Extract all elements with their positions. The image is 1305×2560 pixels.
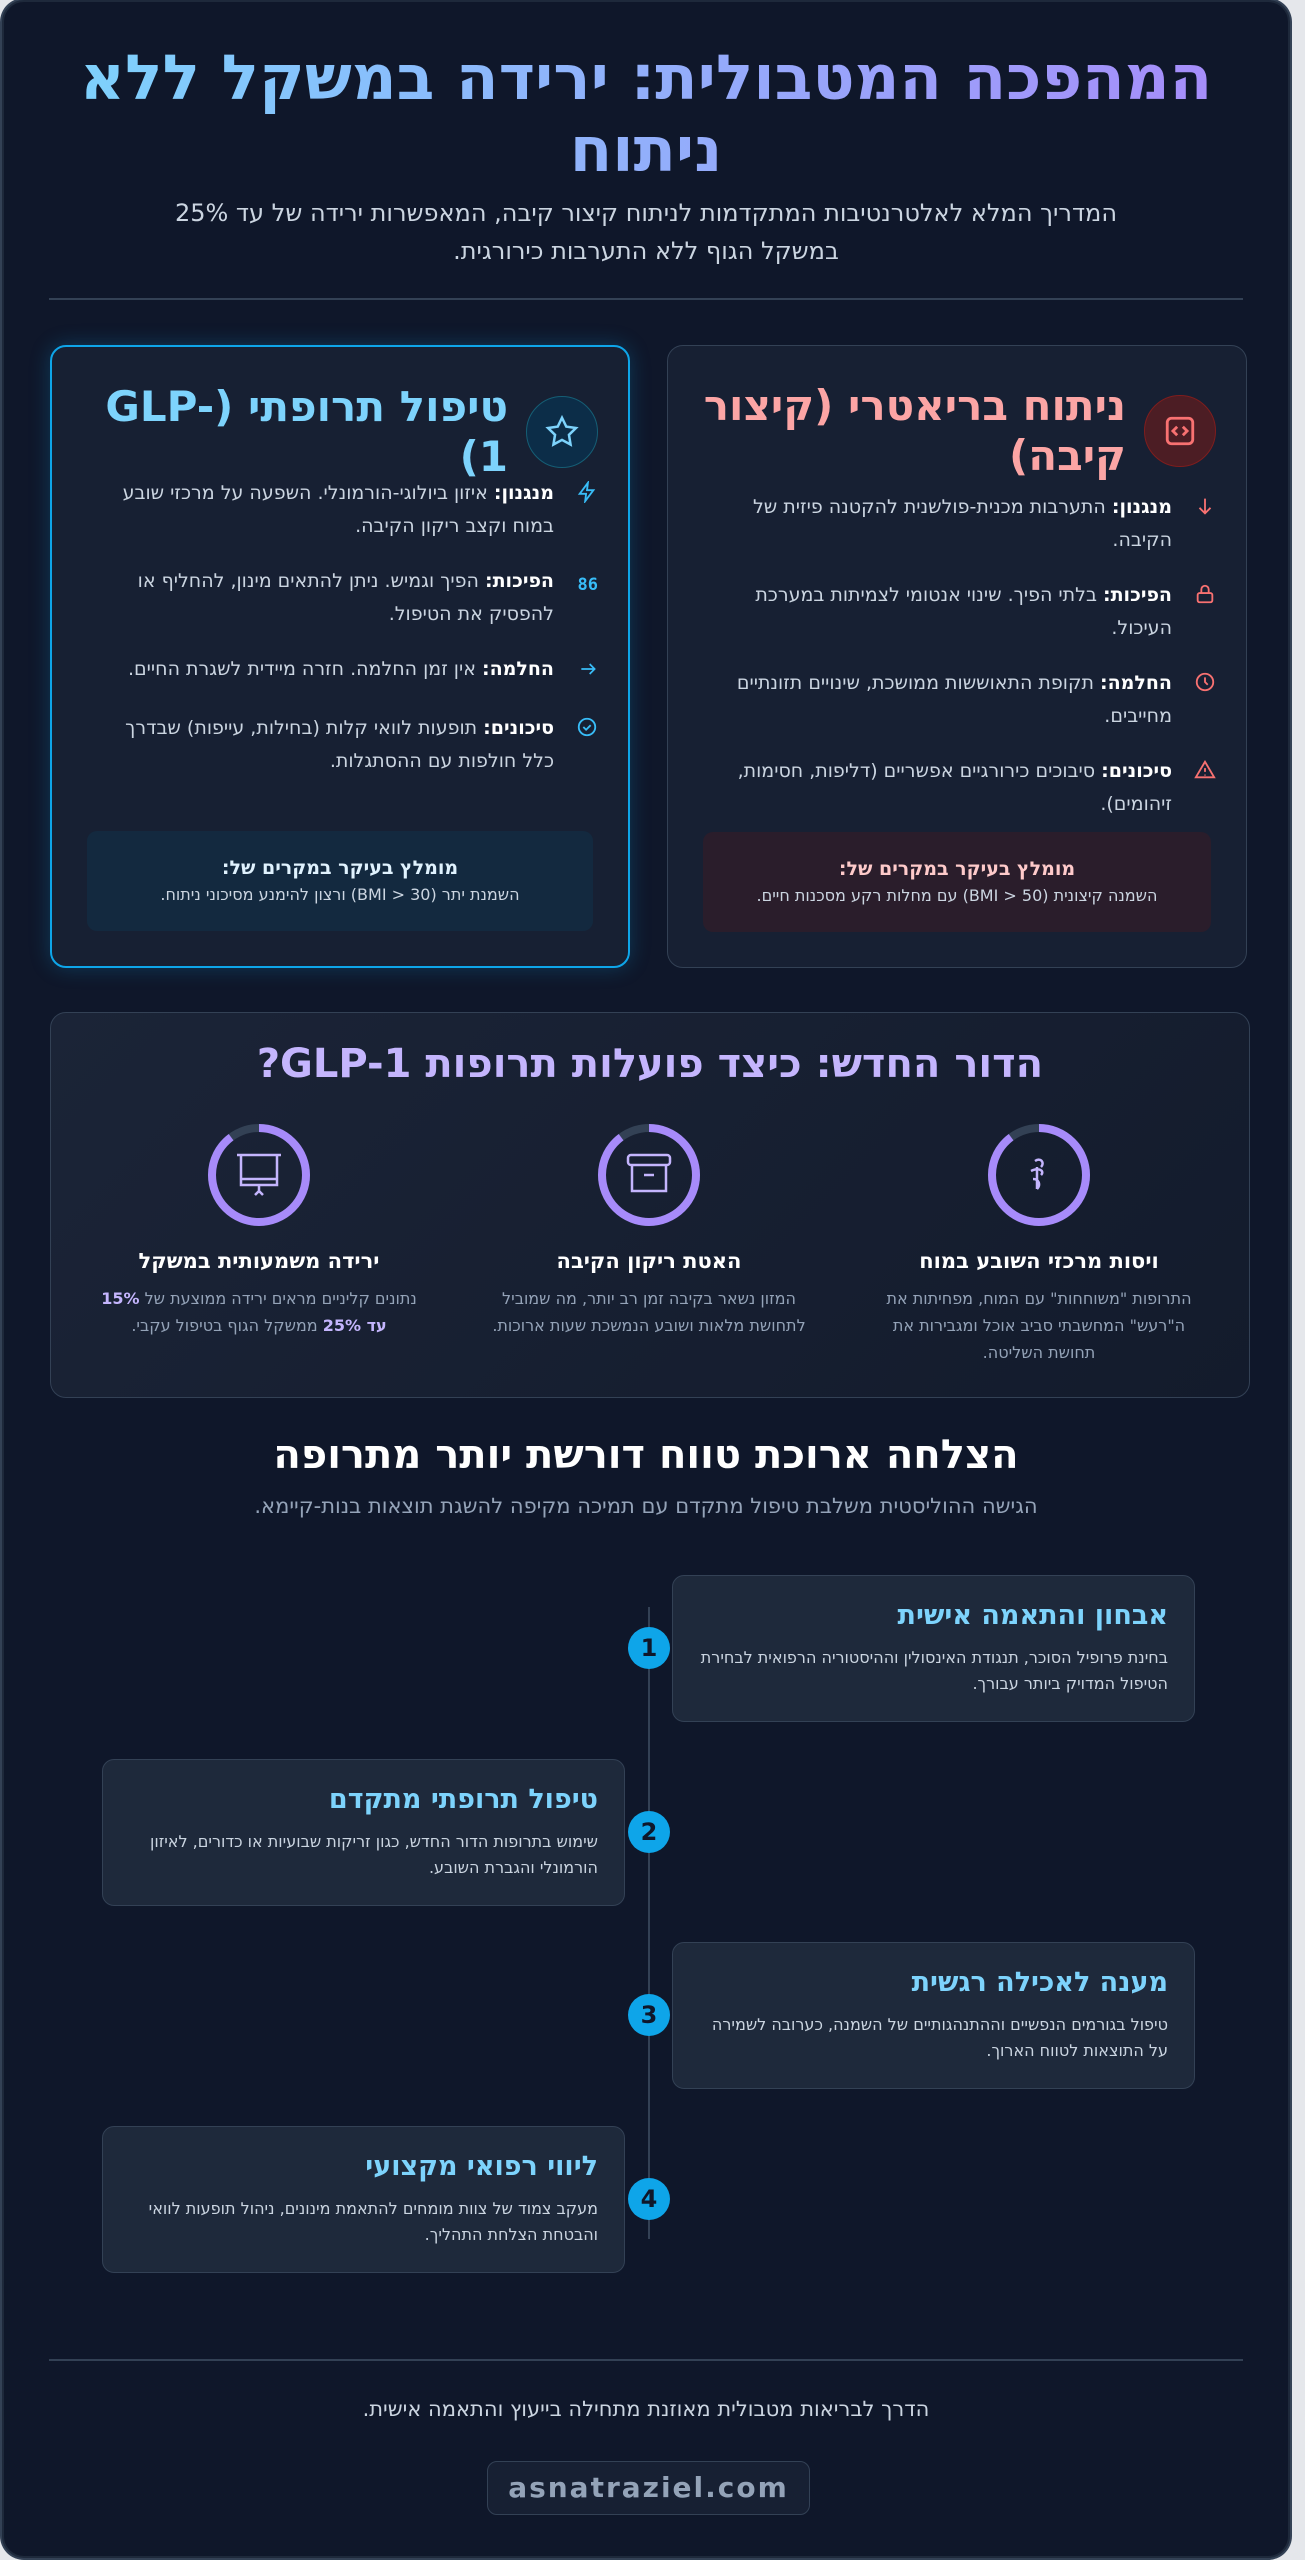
footer-divider [49, 2359, 1243, 2361]
footer-text: הדרך לבריאות מטבולית מאוזנת מתחילה בייעו… [362, 2397, 930, 2421]
step-number: 4 [628, 2178, 670, 2220]
program-title: הצלחה ארוכת טווח דורשת יותר מתרופה [273, 1432, 1019, 1478]
lock-icon [1190, 579, 1216, 645]
mechanism-item: ירידה משמעותית במשקל נתונים קליניים מראי… [89, 1123, 429, 1339]
brain-icon [987, 1123, 1091, 1227]
glp-item: מנגנון: איזון ביולוגי-הורמונלי. השפעה על… [107, 477, 598, 543]
mechanism-section: הדור החדש: כיצד פועלות תרופות GLP-1? ויס… [50, 1012, 1250, 1398]
step-number: 3 [628, 1994, 670, 2036]
mechanism-item: האטת ריקון הקיבה המזון נשאר בקיבה זמן רב … [479, 1123, 819, 1339]
clock-icon [1190, 667, 1216, 733]
timeline-step: מענה לאכילה רגשית טיפול בגורמים הנפשיים ו… [672, 1942, 1195, 2089]
code-square-icon [1144, 395, 1216, 467]
glp-title: טיפול תרופתי (GLP-1) [105, 382, 508, 481]
digits-icon: 86 [577, 575, 598, 595]
surgery-item: סיכונים: סיבוכים כירורגיים אפשריים (דליפ… [723, 755, 1216, 821]
star-icon [526, 396, 598, 468]
lightning-icon [572, 477, 598, 543]
warning-icon [1190, 755, 1216, 821]
website-link[interactable]: asnatraziel.com [487, 2461, 810, 2515]
surgery-item: הפיכות: בלתי הפיך. שינוי אנטומי לצמיתות … [723, 579, 1216, 645]
arrow-right-icon [572, 653, 598, 690]
glp-item: החלמה: אין זמן החלמה. חזרה מיידית לשגרת … [107, 653, 598, 690]
step-number: 1 [628, 1627, 670, 1669]
timeline-step: אבחון והתאמה אישית בחינת פרופיל הסוכר, תנ… [672, 1575, 1195, 1722]
timeline-step: טיפול תרופתי מתקדם שימוש בתרופות הדור החד… [102, 1759, 625, 1906]
divider [49, 298, 1243, 300]
arrow-down-icon [1190, 491, 1216, 557]
glp-card: טיפול תרופתי (GLP-1) מנגנון: איזון ביולו… [50, 345, 630, 968]
surgery-card: ניתוח בריאטרי (קיצור קיבה) מנגנון: התערב… [667, 345, 1247, 968]
page-subtitle: המדריך המלא לאלטרנטיבות המתקדמות לניתוח … [174, 199, 1118, 265]
page-title: המהפכה המטבולית: ירידה במשקל ללא ניתוח [44, 42, 1248, 186]
surgery-item: החלמה: תקופת התאוששות ממושכת, שינויים תז… [723, 667, 1216, 733]
mechanism-title: הדור החדש: כיצד פועלות תרופות GLP-1? [256, 1041, 1044, 1087]
surgery-recommendation: מומלץ בעיקר במקרים של: השמנה קיצונית (BMI… [703, 832, 1211, 932]
program-subtitle: הגישה ההוליסטית משלבת טיפול מתקדם עם תמי… [254, 1494, 1038, 1518]
glp-item: סיכונים: תופעות לוואי קלות (בחילות, עייפ… [107, 712, 598, 778]
surgery-item: מנגנון: התערבות מכנית-פולשנית להקטנה פיז… [723, 491, 1216, 557]
surgery-title: ניתוח בריאטרי (קיצור קיבה) [703, 381, 1126, 480]
glp-item: 86 הפיכות: הפיך וגמיש. ניתן להתאים מינון,… [107, 565, 598, 631]
timeline-step: ליווי רפואי מקצועי מעקב צמוד של צוות מומח… [102, 2126, 625, 2273]
container-icon [597, 1123, 701, 1227]
step-number: 2 [628, 1811, 670, 1853]
timeline-line [648, 1607, 650, 2239]
mechanism-item: ויסות מרכזי השובע במוח התרופות "משוחחות" … [869, 1123, 1209, 1366]
presentation-icon [207, 1123, 311, 1227]
glp-recommendation: מומלץ בעיקר במקרים של: השמנת יתר (BMI > 3… [87, 831, 593, 931]
check-circle-icon [572, 712, 598, 778]
